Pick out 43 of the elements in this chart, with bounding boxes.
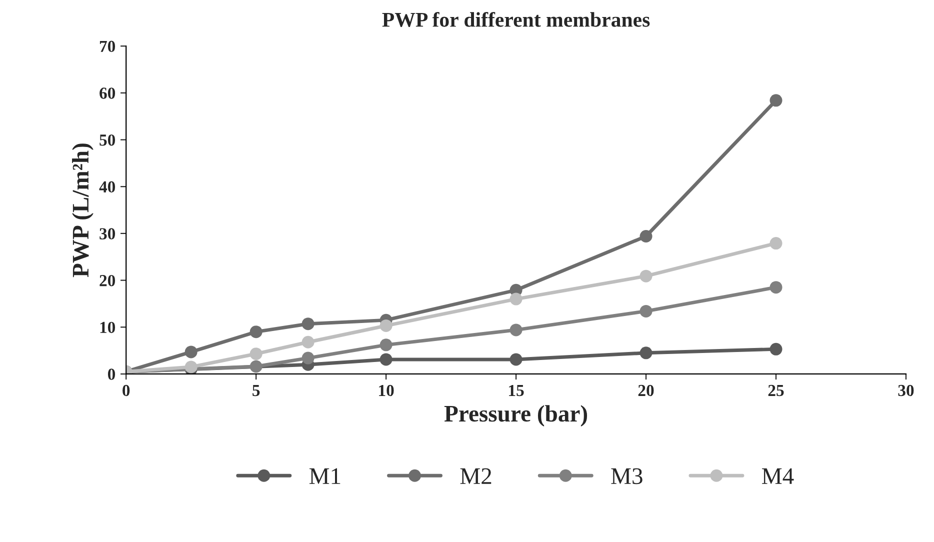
point [302, 318, 314, 330]
point [640, 346, 652, 360]
x-tick-label: 5 [252, 385, 260, 396]
x-tick-label: 25 [768, 384, 784, 396]
point [770, 342, 782, 356]
y-tick-label: 70 [100, 40, 116, 52]
point [640, 270, 652, 282]
x-axis-title: Pressure (bar) [444, 405, 588, 426]
point [770, 94, 782, 107]
point [640, 230, 652, 243]
point [510, 292, 522, 306]
point [302, 336, 314, 348]
point [184, 346, 198, 358]
x-tick-label: 30 [898, 384, 914, 396]
x-tick-label: 10 [379, 384, 394, 396]
point [380, 338, 392, 352]
point [770, 281, 782, 294]
legend-label: M1 [309, 468, 340, 484]
point [250, 348, 262, 360]
x-tick-label: 0 [122, 384, 130, 396]
y-axis-title: PWP (L/m²h) [72, 144, 94, 278]
y-tick-label: 40 [99, 181, 116, 193]
chart-title: PWP for different membranes [382, 12, 650, 27]
point [640, 304, 652, 318]
point [380, 319, 392, 332]
legend-label: M4 [762, 468, 794, 484]
point [250, 326, 262, 338]
y-tick-label: 20 [100, 274, 116, 286]
y-tick-label: 60 [100, 88, 116, 99]
point [250, 360, 262, 373]
point [510, 353, 522, 366]
y-tick-label: 30 [100, 228, 116, 240]
point [380, 353, 392, 366]
x-tick-label: 15 [509, 384, 524, 396]
point [770, 237, 782, 250]
point [510, 324, 522, 336]
legend-label: M2 [460, 468, 492, 484]
y-tick-label: 0 [108, 368, 116, 380]
point [302, 352, 314, 364]
y-tick-label: 10 [100, 322, 116, 334]
x-tick-label: 20 [638, 384, 654, 396]
y-tick-label: 50 [100, 134, 116, 146]
legend-label: M3 [611, 468, 642, 484]
